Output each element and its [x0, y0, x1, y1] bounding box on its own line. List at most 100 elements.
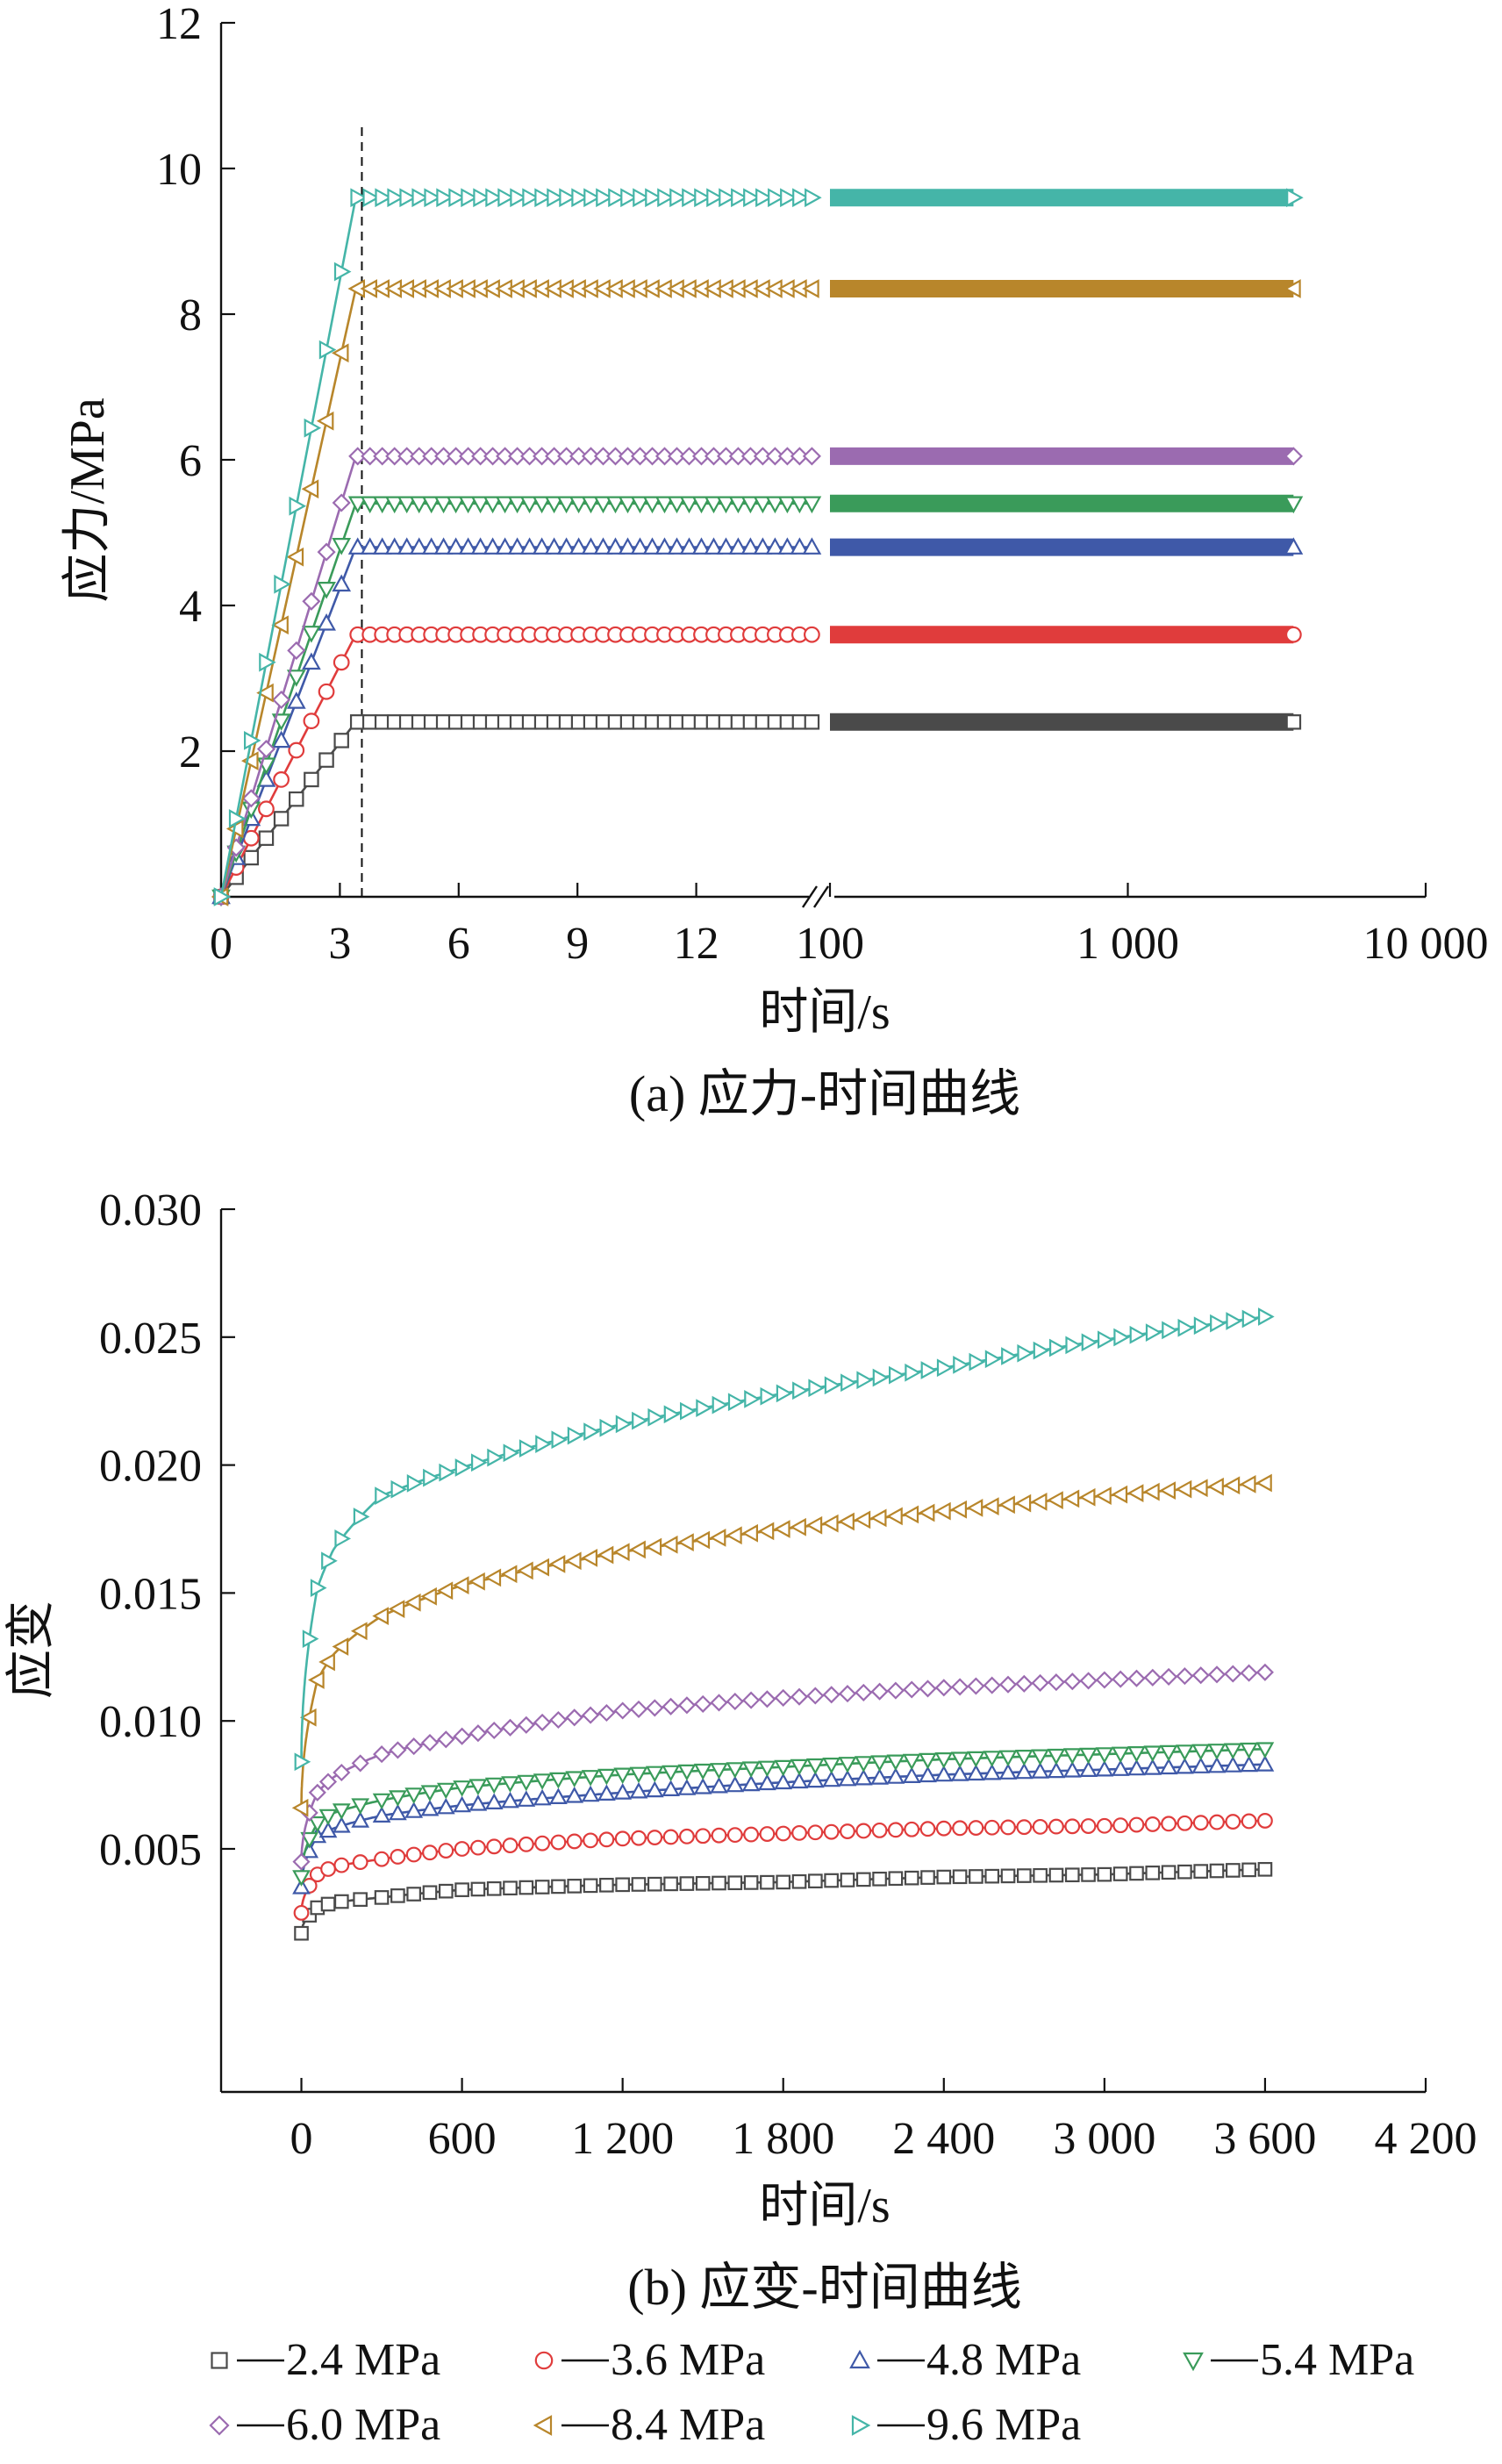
chart-b-point	[454, 1458, 472, 1477]
chart-b-point	[308, 1816, 327, 1833]
legend-item: 3.6 MPa	[534, 2335, 765, 2385]
chart-b-point	[854, 1768, 873, 1786]
chart-b-y-tick-label: 0.005	[99, 1825, 202, 1875]
chart-b-point	[808, 1873, 823, 1888]
chart-b-point	[934, 1679, 953, 1697]
chart-b-point	[742, 1691, 761, 1709]
chart-a-point	[303, 713, 320, 730]
chart-b-x-tick-label: 3 600	[1213, 2114, 1316, 2164]
chart-a-point	[532, 537, 552, 555]
chart-a-point	[316, 411, 334, 431]
chart-a-point	[1284, 626, 1302, 643]
chart-b-point	[1159, 1481, 1177, 1500]
chart-b-point	[1257, 1307, 1275, 1326]
chart-b-point	[726, 1775, 745, 1793]
chart-b-point	[517, 1790, 536, 1807]
chart-b-point	[422, 1844, 438, 1861]
chart-b-point	[1176, 1744, 1194, 1761]
chart-b-point	[663, 1405, 681, 1424]
chart-a-point	[691, 496, 712, 514]
chart-b-point	[439, 1463, 456, 1482]
chart-b-point	[535, 1435, 552, 1453]
chart-b-point	[822, 1757, 841, 1774]
chart-b-point	[550, 1834, 567, 1851]
chart-b-point	[662, 1780, 680, 1797]
chart-b-point	[533, 1558, 550, 1577]
chart-a-point	[397, 496, 417, 514]
chart-b-point	[1112, 1866, 1128, 1881]
chart-a-point	[804, 626, 820, 643]
chart-a-point	[581, 537, 601, 555]
chart-b-point	[334, 1529, 352, 1548]
chart-a-point	[667, 496, 687, 514]
chart-b-point	[436, 1581, 454, 1601]
chart-a-point	[459, 447, 478, 466]
chart-b-point	[775, 1825, 791, 1842]
chart-a-point	[691, 447, 712, 466]
chart-b-point	[351, 1798, 370, 1816]
chart-b-point	[902, 1505, 919, 1524]
chart-b-point	[484, 1793, 504, 1809]
chart-a-point	[618, 496, 638, 514]
chart-a-point	[332, 537, 352, 555]
chart-a-point	[802, 279, 819, 298]
chart-a-point	[731, 188, 748, 208]
chart-a-line	[219, 287, 815, 898]
chart-b-point	[597, 1545, 614, 1565]
chart-b-point	[1177, 1318, 1195, 1337]
chart-b-point	[1062, 1760, 1082, 1778]
chart-a-point	[657, 188, 675, 208]
chart-b-point	[1047, 1673, 1065, 1692]
chart-a-point	[654, 496, 675, 514]
chart-b-point	[662, 1829, 679, 1845]
chart-a-point	[289, 791, 304, 807]
chart-a-point	[569, 447, 589, 466]
chart-b-point	[1048, 1338, 1066, 1357]
chart-a-point	[557, 447, 576, 466]
chart-b-point	[1207, 1477, 1224, 1496]
legend-marker	[533, 2415, 553, 2436]
chart-b-point	[741, 1761, 761, 1779]
chart-b-point	[1127, 1758, 1146, 1776]
chart-b-point	[727, 1875, 743, 1891]
chart-b-point	[597, 1703, 616, 1723]
chart-b-point	[1191, 1666, 1210, 1685]
chart-b-series-3.6-MPa	[293, 1812, 1273, 1921]
chart-b-point	[774, 1688, 792, 1707]
chart-b-point	[760, 1874, 775, 1890]
chart-b-point	[1207, 1744, 1227, 1760]
chart-b-point	[291, 1798, 309, 1817]
chart-b-point	[436, 1797, 455, 1815]
chart-b-point	[631, 1830, 647, 1846]
chart-a-x-tick-label: 3	[328, 919, 351, 969]
chart-b-point	[856, 1371, 874, 1390]
chart-b-point	[743, 1826, 760, 1843]
chart-b-point	[711, 1827, 727, 1844]
chart-b-point	[822, 1686, 840, 1704]
strain-time-chart: 0.005 0.010 0.015 0.020 0.025 0.030 0 600 1 200 1…	[4, 1185, 1477, 2316]
chart-a-point	[318, 340, 337, 360]
chart-b-point	[1257, 1812, 1273, 1829]
chart-a-point	[1286, 188, 1304, 208]
chart-a-point	[605, 447, 626, 466]
chart-a-point	[243, 849, 260, 866]
chart-b-point	[919, 1752, 937, 1770]
chart-b-point	[824, 1376, 841, 1395]
chart-b-point	[902, 1766, 921, 1784]
chart-b-point	[631, 1877, 647, 1892]
chart-b-point	[791, 1873, 807, 1889]
chart-a-point	[286, 547, 304, 567]
chart-b-point	[1127, 1669, 1146, 1687]
chart-a-point	[755, 188, 773, 208]
chart-a-point	[679, 447, 699, 466]
chart-a-y-tick-label: 2	[179, 727, 202, 777]
chart-b-point	[517, 1561, 533, 1580]
chart-b-point	[404, 1593, 421, 1612]
chart-a-point	[569, 537, 589, 555]
chart-b-y-tick-label: 0.025	[99, 1314, 202, 1364]
chart-b-point	[727, 1393, 745, 1412]
chart-a-point	[618, 447, 638, 466]
chart-a-point	[522, 188, 540, 208]
chart-a-point	[495, 496, 515, 514]
chart-b-point	[647, 1830, 663, 1845]
